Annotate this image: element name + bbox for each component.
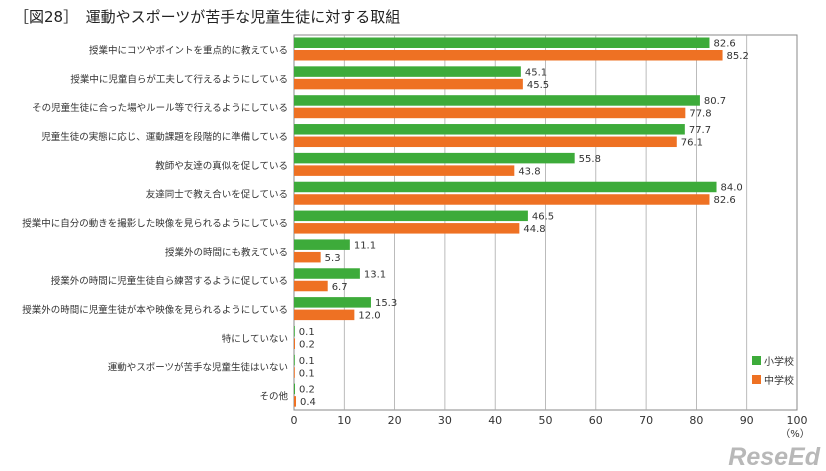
data-label: 82.6 [713, 39, 735, 50]
category-label: 授業中にコツやポイントを重点的に教えている [89, 44, 288, 56]
bar-junior-high [294, 194, 710, 205]
bar-junior-high [294, 136, 677, 148]
data-label: 45.5 [527, 80, 549, 91]
watermark-logo: ReseEd [728, 443, 820, 471]
category-label: 教師や友達の真似を促している [155, 160, 288, 172]
chart-title: ［図28］ 運動やスポーツが苦手な児童生徒に対する取組 [14, 8, 401, 26]
data-label: 45.1 [525, 67, 547, 78]
bar-elementary [294, 124, 685, 135]
legend-label: 中学校 [764, 374, 794, 387]
x-tick-label: 40 [488, 414, 502, 427]
data-label: 15.3 [375, 298, 397, 309]
x-tick-label: 60 [589, 414, 603, 427]
data-label: 11.1 [354, 240, 376, 251]
bar-elementary [294, 210, 528, 222]
category-label: 友達同士で教え合いを促している [146, 189, 288, 201]
category-label: 授業外の時間にも教えている [165, 246, 288, 258]
data-label: 0.2 [299, 339, 315, 350]
bar-junior-high [294, 165, 515, 176]
bar-elementary [294, 297, 371, 308]
data-label: 84.0 [721, 183, 743, 194]
bar-junior-high [294, 78, 523, 90]
x-tick-label: 10 [337, 414, 351, 427]
bar-junior-high [294, 50, 723, 61]
data-label: 0.2 [299, 385, 315, 396]
data-label: 12.0 [358, 311, 380, 322]
data-label: 77.7 [689, 125, 711, 136]
x-tick-label: 70 [639, 414, 653, 427]
category-label: その他 [259, 391, 288, 403]
legend-label: 小学校 [764, 355, 794, 368]
data-label: 0.1 [299, 356, 315, 367]
legend-swatch [752, 356, 761, 365]
x-unit-label: （%） [780, 428, 810, 440]
bar-junior-high [294, 280, 328, 292]
x-tick-label: 30 [438, 414, 452, 427]
bar-junior-high [294, 309, 355, 321]
bar-junior-high [294, 396, 297, 407]
bar-junior-high [294, 338, 296, 349]
data-label: 46.5 [532, 212, 554, 223]
data-label: 43.8 [518, 166, 540, 177]
data-label: 0.4 [300, 397, 316, 408]
bar-junior-high [294, 223, 520, 234]
bar-elementary [294, 152, 575, 164]
data-label: 0.1 [299, 327, 315, 338]
data-label: 82.6 [713, 195, 735, 206]
data-label: 13.1 [364, 269, 386, 280]
legend-swatch [752, 375, 761, 384]
x-tick-label: 0 [291, 414, 298, 427]
category-label: 授業外の時間に児童生徒自ら練習するように促している [51, 275, 288, 287]
bar-elementary [294, 37, 710, 48]
category-label: 授業外の時間に児童生徒が本や映像を見られるようにしている [22, 304, 288, 316]
x-tick-label: 20 [388, 414, 402, 427]
data-label: 44.8 [523, 224, 545, 235]
bar-elementary [294, 354, 295, 366]
x-tick-label: 100 [787, 414, 808, 427]
bar-elementary [294, 383, 296, 395]
x-tick-label: 90 [740, 414, 754, 427]
category-label: 授業中に児童自らが工夫して行えるようにしている [70, 73, 288, 85]
data-label: 6.7 [332, 282, 348, 293]
data-label: 80.7 [704, 96, 726, 107]
category-label: 児童生徒の実態に応じ、運動課題を段階的に準備している [41, 131, 288, 143]
data-label: 5.3 [325, 253, 341, 264]
bar-elementary [294, 239, 350, 250]
data-label: 77.8 [689, 109, 711, 120]
bar-elementary [294, 95, 700, 106]
category-label: その児童生徒に合った場やルール等で行えるようにしている [32, 102, 288, 114]
data-label: 76.1 [681, 138, 703, 149]
bar-elementary [294, 268, 360, 279]
bar-elementary [294, 325, 295, 337]
bar-junior-high [294, 107, 686, 119]
bar-junior-high [294, 251, 321, 263]
x-tick-label: 50 [539, 414, 553, 427]
data-label: 85.2 [727, 51, 749, 62]
data-label: 0.1 [299, 368, 315, 379]
bar-elementary [294, 66, 521, 77]
category-label: 授業中に自分の動きを撮影した映像を見られるようにしている [22, 218, 288, 230]
data-label: 55.8 [579, 154, 601, 165]
category-label: 特にしていない [222, 333, 288, 345]
bar-junior-high [294, 367, 295, 378]
bar-elementary [294, 181, 717, 193]
category-label: 運動やスポーツが苦手な児童生徒はいない [108, 362, 288, 374]
x-tick-label: 80 [689, 414, 703, 427]
